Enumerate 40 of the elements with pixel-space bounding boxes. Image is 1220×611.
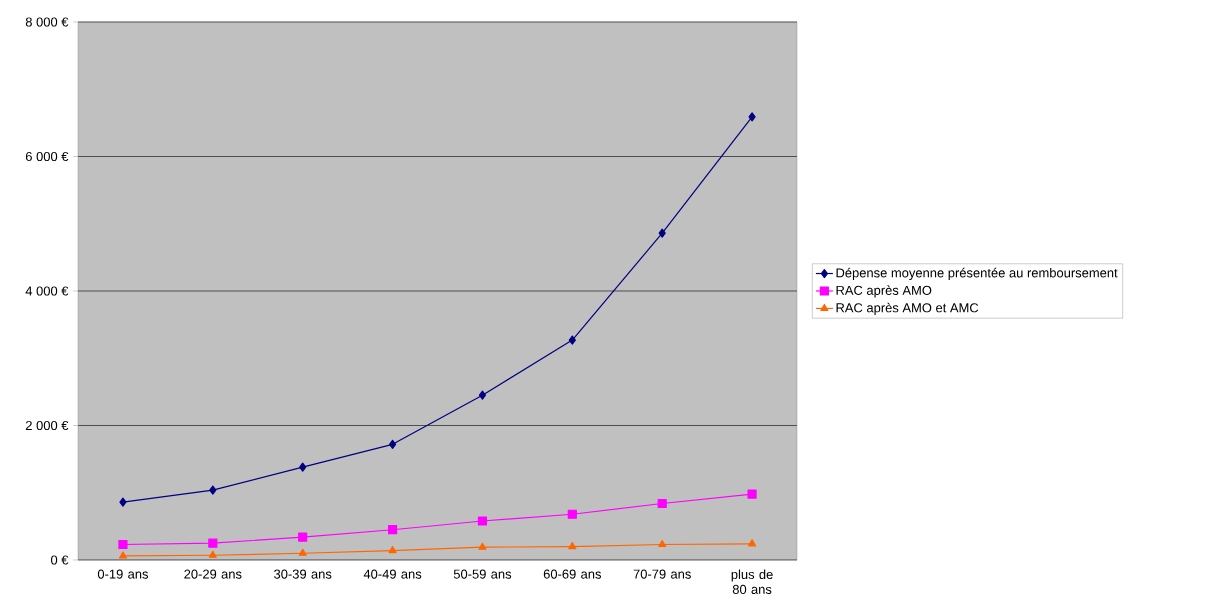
point xyxy=(208,550,217,558)
y-tick-label: 8 000 € xyxy=(25,17,69,27)
x-tick-label: 40-49 ans xyxy=(363,569,422,579)
point xyxy=(658,228,666,238)
x-tick-label: plus de 80 ans xyxy=(731,569,773,594)
y-tick-label: 4 000 € xyxy=(25,286,69,296)
point xyxy=(568,335,576,345)
point xyxy=(658,539,667,548)
point xyxy=(119,497,127,507)
x-tick-label: 0-19 ans xyxy=(97,569,149,579)
legend-label: RAC après AMO xyxy=(836,285,932,298)
point xyxy=(748,539,757,547)
point xyxy=(299,462,307,472)
point xyxy=(388,545,397,554)
x-tick-label: 60-69 ans xyxy=(543,569,602,579)
point xyxy=(298,532,308,542)
x-tick-label: 70-79 ans xyxy=(633,569,691,579)
point xyxy=(298,548,307,556)
point xyxy=(209,485,217,495)
point xyxy=(568,541,577,550)
point xyxy=(657,498,667,509)
point xyxy=(118,539,128,550)
y-tick-label: 0 € xyxy=(50,555,69,565)
x-tick-label: 20-29 ans xyxy=(184,569,242,579)
point xyxy=(478,390,487,400)
point xyxy=(748,112,756,122)
point xyxy=(388,439,397,449)
point xyxy=(567,509,577,519)
point xyxy=(478,542,487,550)
point xyxy=(477,516,488,526)
x-tick-label: 30-39 ans xyxy=(274,569,332,579)
legend-label: RAC après AMO et AMC xyxy=(836,302,979,315)
point xyxy=(747,489,757,499)
y-tick-label: 6 000 € xyxy=(25,151,69,162)
point xyxy=(387,525,398,535)
legend-label: Dépense moyenne présentée au remboursement xyxy=(836,267,1118,281)
x-tick-label: 50-59 ans xyxy=(453,569,512,579)
point xyxy=(208,538,218,548)
point xyxy=(118,551,128,559)
y-tick-label: 2 000 € xyxy=(25,420,69,431)
